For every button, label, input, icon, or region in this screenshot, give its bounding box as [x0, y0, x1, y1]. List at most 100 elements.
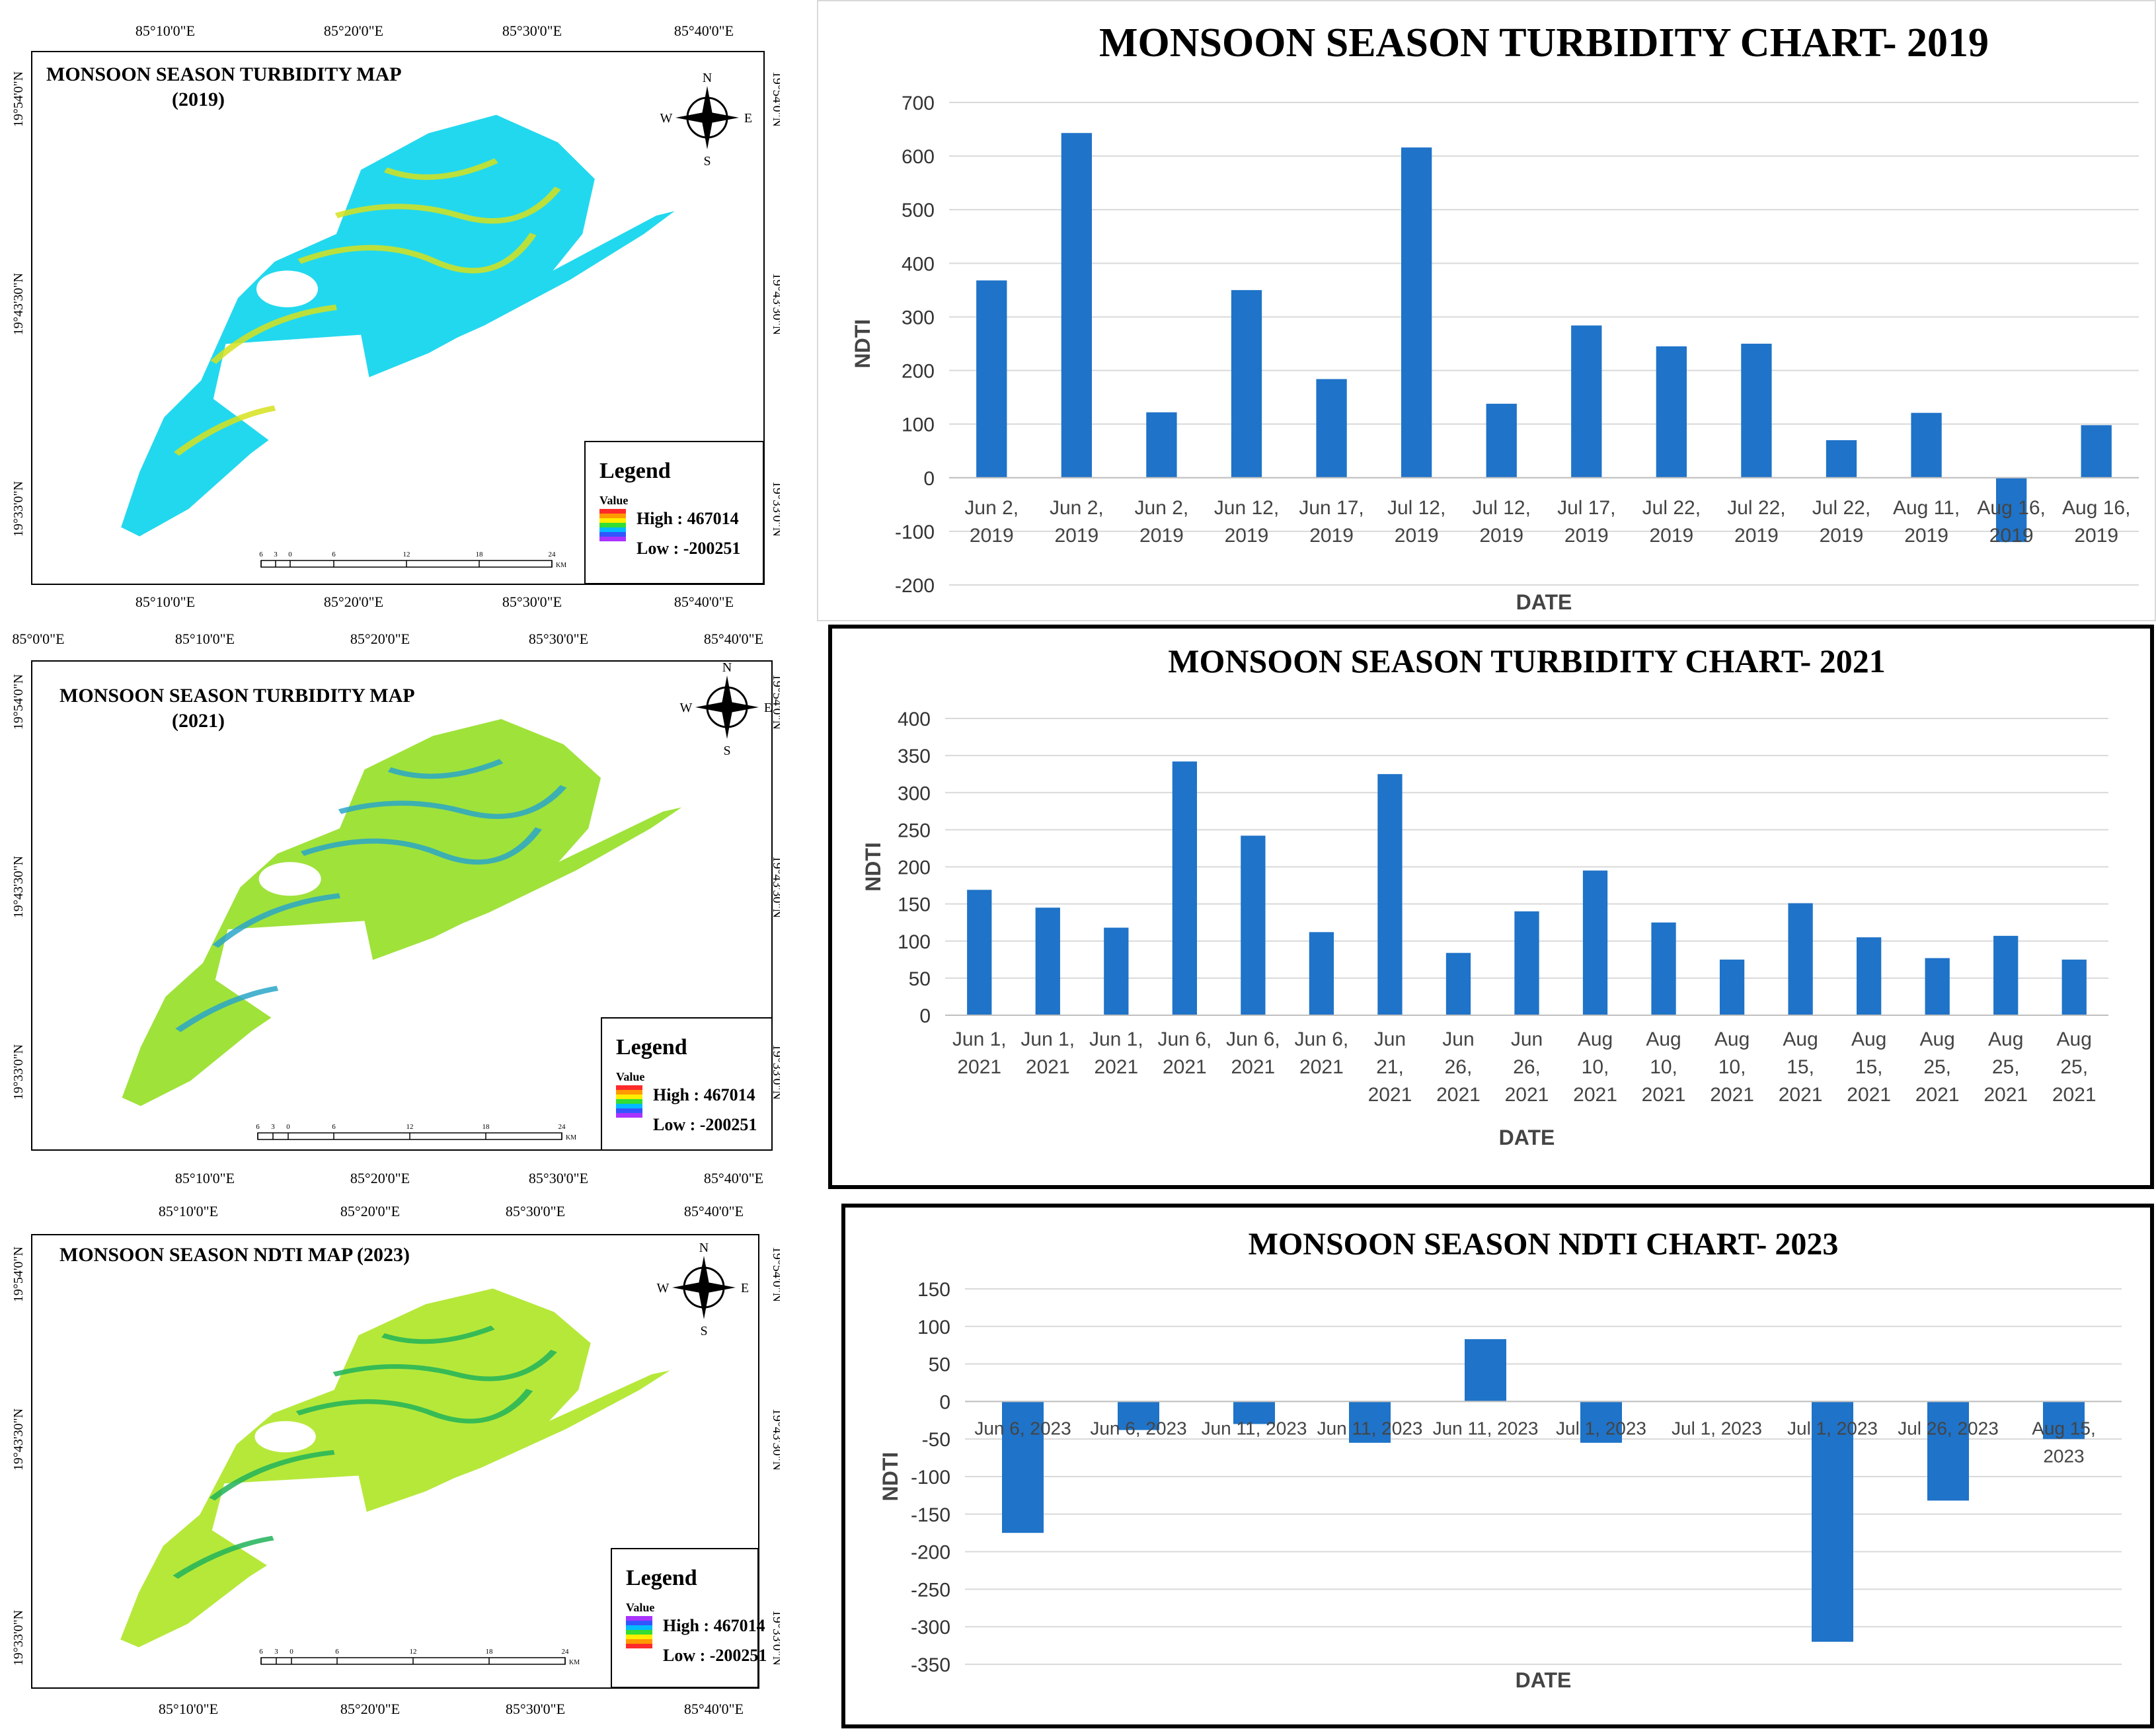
chart-panel-2023: MONSOON SEASON NDTI CHART- 2023 -350 -300 -…: [839, 1202, 2156, 1730]
x-tick-label: 2019: [970, 525, 1014, 547]
bar: [1309, 932, 1334, 1015]
legend-ramp: [626, 1621, 652, 1625]
turbidity-texture: [383, 158, 498, 180]
legend-ramp: [616, 1113, 642, 1118]
x-tick-label: Jul 26, 2023: [1898, 1418, 1999, 1438]
longitude-label: 85°10'0"E: [135, 594, 195, 610]
bar: [1118, 1401, 1159, 1430]
longitude-label: 85°40'0"E: [674, 594, 734, 610]
scale-unit: KM: [566, 1134, 576, 1141]
bar: [1316, 379, 1347, 478]
legend-title: Legend: [599, 459, 671, 483]
x-tick-label: Jul 1, 2023: [1556, 1418, 1646, 1438]
x-tick-label: 2021: [1573, 1084, 1617, 1106]
x-tick-label: Jun 11, 2023: [1433, 1418, 1539, 1438]
bar: [1857, 937, 1882, 1015]
legend-ramp: [616, 1085, 642, 1090]
y-tick-label: 50: [909, 968, 931, 990]
bar: [1002, 1401, 1044, 1533]
longitude-label: 85°20'0"E: [324, 594, 383, 610]
x-tick-label: Jun: [1442, 1028, 1474, 1050]
longitude-label: 85°40'0"E: [704, 631, 763, 647]
scale-tick-label: 6: [332, 1123, 336, 1131]
bar: [1826, 440, 1857, 478]
x-tick-label: Jun 1,: [952, 1028, 1007, 1050]
coastal-spit: [407, 1370, 670, 1492]
x-tick-label: 2021: [1299, 1056, 1344, 1078]
y-tick-label: -200: [895, 575, 935, 597]
x-tick-label: 2021: [1983, 1084, 2028, 1106]
turbidity-texture: [334, 186, 561, 224]
x-tick-label: Aug: [1851, 1028, 1886, 1050]
y-tick-label: 700: [902, 93, 935, 114]
land-mass: [121, 114, 675, 537]
turbidity-texture: [332, 1350, 557, 1381]
latitude-label: 19°33'0"N: [770, 1610, 780, 1666]
x-tick-label: Jul 22,: [1812, 497, 1870, 519]
y-tick-label: 150: [898, 894, 931, 916]
y-tick-label: -150: [911, 1504, 950, 1526]
turbidity-texture: [387, 759, 504, 779]
compass-north: N: [703, 71, 712, 85]
bar: [1233, 1401, 1275, 1424]
turbidity-texture: [300, 827, 543, 865]
scale-tick-label: 0: [286, 1123, 290, 1131]
legend-title: Legend: [616, 1035, 687, 1060]
chart-border: [841, 1204, 2154, 1728]
bar: [1911, 412, 1942, 478]
x-tick-label: Aug 11,: [1893, 497, 1960, 519]
latitude-label: 19°54'0"N: [770, 71, 780, 127]
y-tick-label: -100: [911, 1467, 950, 1488]
map-title: MONSOON SEASON TURBIDITY MAP: [46, 63, 402, 85]
bar: [1401, 147, 1432, 478]
turbidity-texture: [210, 304, 337, 364]
chart-panel-2021: MONSOON SEASON TURBIDITY CHART- 2021 0 50 1…: [826, 623, 2156, 1191]
land-mass: [120, 1288, 670, 1648]
x-tick-label: Jun 11, 2023: [1202, 1418, 1307, 1438]
latitude-label: 19°54'0"N: [11, 71, 26, 127]
longitude-label: 85°0'0"E: [12, 631, 64, 647]
x-tick-label: 2021: [1505, 1084, 1549, 1106]
longitude-label: 85°10'0"E: [175, 631, 235, 647]
latitude-label: 19°33'0"N: [11, 481, 26, 537]
bar: [1927, 1401, 1969, 1501]
map-title: MONSOON SEASON NDTI MAP (2023): [59, 1244, 410, 1266]
compass-needle-icon: [675, 112, 739, 124]
legend-high: High : 467014: [636, 509, 739, 528]
x-tick-label: 2019: [1734, 525, 1779, 547]
latitude-label: 19°33'0"N: [11, 1610, 26, 1666]
turbidity-texture: [173, 1535, 274, 1579]
x-tick-label: 2021: [1915, 1084, 1960, 1106]
x-tick-label: 10,: [1718, 1056, 1746, 1078]
scale-unit: KM: [569, 1659, 580, 1666]
x-tick-label: 2021: [957, 1056, 1001, 1078]
chart-panel-2019: MONSOON SEASON TURBIDITY CHART- 2019 -200…: [817, 0, 2156, 621]
legend-low: Low : -200251: [636, 539, 740, 558]
bar: [1146, 412, 1177, 478]
bar: [1993, 935, 2019, 1015]
legend-ramp: [616, 1099, 642, 1104]
y-tick-label: 200: [898, 857, 931, 879]
ndti-chart-2023: MONSOON SEASON NDTI CHART- 2023 -350 -300 -…: [841, 1204, 2154, 1728]
legend-ramp: [616, 1108, 642, 1113]
x-tick-label: 2019: [1225, 525, 1269, 547]
bar: [1651, 922, 1676, 1015]
delta-gap: [212, 1475, 371, 1570]
latitude-label: 19°54'0"N: [770, 674, 780, 730]
x-tick-label: Aug: [1988, 1028, 2023, 1050]
y-tick-label: 300: [902, 307, 935, 328]
compass-east: E: [741, 1281, 749, 1295]
x-tick-label: Jun 2,: [1050, 497, 1104, 519]
legend-ramp: [626, 1630, 652, 1635]
bar: [1377, 774, 1403, 1015]
bar: [1231, 289, 1262, 478]
x-tick-label: Jul 17,: [1557, 497, 1615, 519]
x-tick-label: 2021: [1163, 1056, 1207, 1078]
x-tick-label: 26,: [1445, 1056, 1473, 1078]
bar: [1349, 1401, 1391, 1443]
turbidity-map-2021: MONSOON SEASON TURBIDITY MAP (2021) 85°0'0…: [11, 631, 780, 1186]
legend-low: Low : -200251: [653, 1115, 757, 1134]
scale-tick-label: 18: [486, 1648, 494, 1656]
x-tick-label: 25,: [1923, 1056, 1951, 1078]
scale-tick-label: 24: [562, 1648, 570, 1656]
